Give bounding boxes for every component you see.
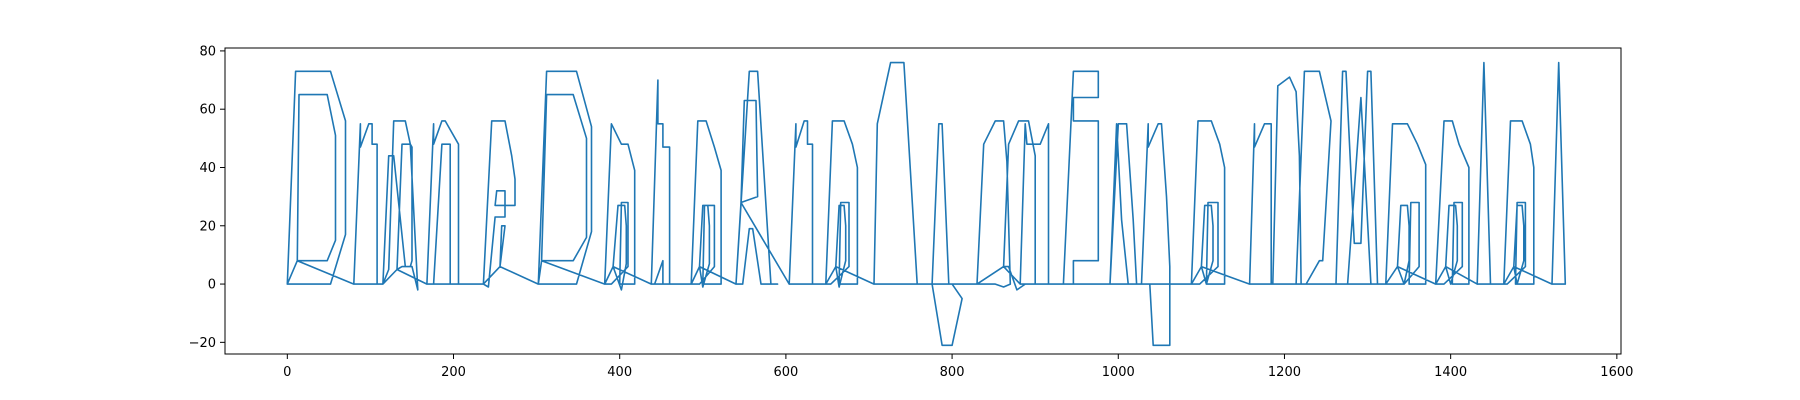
x-tick-label: 1200 [1268, 365, 1301, 380]
x-tick-label: 400 [607, 365, 632, 380]
y-tick-label: 20 [199, 219, 216, 234]
x-tick-label: 1400 [1434, 365, 1467, 380]
plot-area-frame [224, 47, 1622, 355]
y-tick-label: 40 [199, 161, 216, 176]
x-tick-label: 800 [940, 365, 965, 380]
x-tick-label: 200 [441, 365, 466, 380]
y-tick-label: 80 [199, 44, 216, 59]
y-tick-label: 0 [208, 278, 216, 293]
y-tick-label: 60 [199, 103, 216, 118]
x-axis: 0 200 400 600 800 1000 1200 1400 1600 [283, 354, 1633, 380]
y-tick-label: −20 [189, 336, 216, 351]
x-tick-label: 1000 [1102, 365, 1135, 380]
series-layer [286, 61, 1567, 347]
y-axis: −20 0 20 40 60 80 [189, 44, 225, 351]
series-line-0 [286, 61, 1567, 347]
x-tick-label: 0 [283, 365, 291, 380]
x-tick-label: 600 [773, 365, 798, 380]
x-tick-label: 1600 [1600, 365, 1633, 380]
